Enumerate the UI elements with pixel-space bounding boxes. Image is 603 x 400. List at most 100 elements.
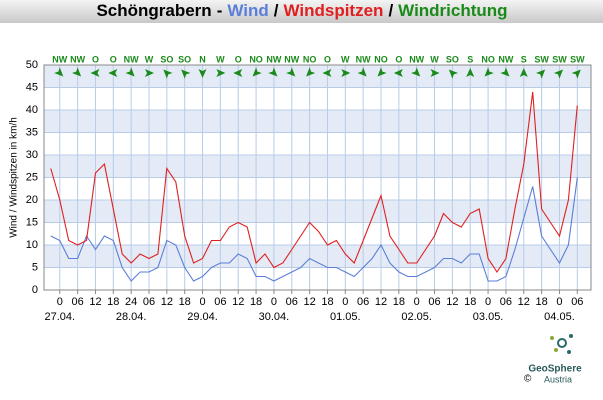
direction-arrow xyxy=(54,67,64,77)
x-tick-label: 0 xyxy=(485,296,491,308)
x-tick-label: 0 xyxy=(414,296,420,308)
grid-band xyxy=(44,110,591,133)
date-label: 29.04. xyxy=(187,311,218,323)
x-tick-label: 18 xyxy=(535,296,547,308)
direction-label: O xyxy=(324,54,331,64)
direction-label: SW xyxy=(570,54,585,64)
direction-label: O xyxy=(235,54,242,64)
direction-arrow xyxy=(430,69,440,77)
x-tick-label: 18 xyxy=(464,296,476,308)
title-part: Windspitzen xyxy=(283,1,383,20)
x-tick-label: 0 xyxy=(199,296,205,308)
direction-label: O xyxy=(110,54,117,64)
y-axis-label: Wind / Windspitzen in km/h xyxy=(9,117,20,238)
y-tick-label: 10 xyxy=(26,239,38,251)
y-tick-label: 20 xyxy=(26,194,38,206)
x-tick-label: 12 xyxy=(303,296,315,308)
x-tick-label: 12 xyxy=(375,296,387,308)
x-tick-label: 12 xyxy=(161,296,173,308)
direction-label: NW xyxy=(498,54,513,64)
direction-label: O xyxy=(92,54,99,64)
title-part: Windrichtung xyxy=(398,1,507,20)
x-tick-label: 18 xyxy=(179,296,191,308)
direction-label: NO xyxy=(374,54,388,64)
direction-label: NW xyxy=(124,54,139,64)
date-label: 27.04. xyxy=(44,311,75,323)
direction-label: W xyxy=(430,54,439,64)
y-tick-label: 50 xyxy=(26,59,38,71)
direction-label: NW xyxy=(266,54,281,64)
direction-arrow xyxy=(377,67,387,77)
direction-arrow xyxy=(306,67,316,77)
x-tick-label: 12 xyxy=(232,296,244,308)
y-tick-label: 0 xyxy=(32,284,38,296)
direction-arrow xyxy=(571,69,581,79)
plot-border xyxy=(43,64,592,291)
y-tick-label: 25 xyxy=(26,171,38,183)
date-label: 01.05. xyxy=(330,311,361,323)
direction-arrow xyxy=(393,69,403,77)
direction-label: SW xyxy=(552,54,567,64)
title-part: / xyxy=(388,1,393,20)
x-tick-label: 0 xyxy=(57,296,63,308)
logo-subtext: Austria xyxy=(544,374,572,384)
direction-label: NO xyxy=(249,54,263,64)
direction-label: SW xyxy=(534,54,549,64)
title-part: - xyxy=(217,1,223,20)
x-tick-label: 12 xyxy=(89,296,101,308)
direction-arrow xyxy=(71,67,82,77)
date-label: 03.05. xyxy=(473,311,504,323)
direction-label: SO xyxy=(160,54,173,64)
grid-band xyxy=(44,155,591,178)
logo: GeoSphere Austria © xyxy=(524,334,582,385)
direction-arrow xyxy=(90,69,100,77)
chart-title: Schöngrabern - Wind / Windspitzen / Windrichtu… xyxy=(96,1,507,20)
direction-label: SO xyxy=(446,54,459,64)
x-tick-label: 0 xyxy=(556,296,562,308)
direction-label: W xyxy=(341,54,350,64)
grid-band xyxy=(44,200,591,223)
date-label: 28.04. xyxy=(116,311,147,323)
direction-label: SO xyxy=(178,54,191,64)
direction-label: NO xyxy=(303,54,317,64)
series-line xyxy=(50,177,578,282)
direction-label: W xyxy=(145,54,154,64)
x-tick-label: 18 xyxy=(107,296,119,308)
x-tick-label: 06 xyxy=(571,296,583,308)
copyright: © xyxy=(524,374,532,385)
direction-arrow xyxy=(466,68,475,77)
direction-arrow xyxy=(411,67,421,77)
date-label: 04.05. xyxy=(544,311,575,323)
x-tick-label: 06 xyxy=(143,296,155,308)
direction-arrow xyxy=(268,67,278,77)
x-tick-label: 24 xyxy=(125,296,137,308)
x-tick-label: 06 xyxy=(428,296,440,308)
direction-arrow xyxy=(500,67,510,77)
direction-arrow xyxy=(163,69,173,79)
direction-label: O xyxy=(395,54,402,64)
y-tick-label: 45 xyxy=(26,81,38,93)
title-part: Wind xyxy=(227,1,268,20)
x-tick-label: 12 xyxy=(446,296,458,308)
direction-label: W xyxy=(216,54,225,64)
series-line xyxy=(50,91,578,273)
direction-label: S xyxy=(467,54,473,64)
x-tick-label: 18 xyxy=(393,296,405,308)
x-tick-label: 12 xyxy=(518,296,530,308)
y-tick-label: 15 xyxy=(26,216,38,228)
direction-arrow xyxy=(252,67,262,77)
x-tick-label: 06 xyxy=(71,296,83,308)
direction-label: NO xyxy=(481,54,495,64)
date-label: 02.05. xyxy=(401,311,432,323)
x-tick-label: 18 xyxy=(250,296,262,308)
direction-label: NW xyxy=(70,54,85,64)
direction-arrow xyxy=(553,69,564,79)
direction-arrow xyxy=(181,69,191,79)
date-label: 30.04. xyxy=(259,311,290,323)
x-tick-label: 18 xyxy=(321,296,333,308)
direction-arrow xyxy=(535,69,546,79)
title-bar xyxy=(0,0,603,23)
direction-arrow xyxy=(216,69,226,77)
direction-label: NW xyxy=(284,54,299,64)
